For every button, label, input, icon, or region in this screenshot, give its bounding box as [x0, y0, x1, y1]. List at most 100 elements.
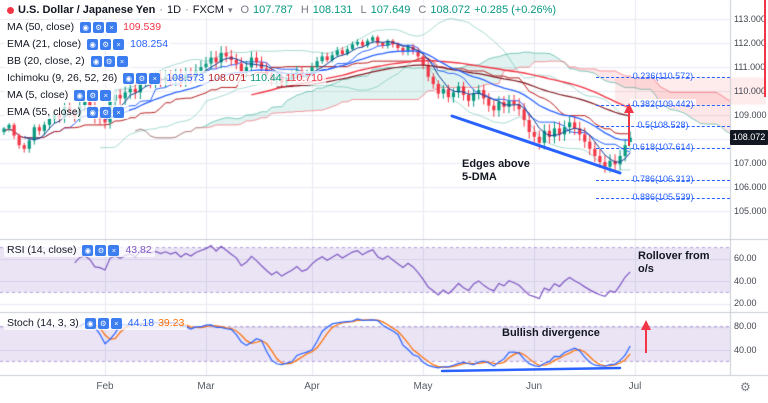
settings-icon[interactable]: ⚙ [87, 89, 99, 101]
eye-icon[interactable]: ◉ [84, 317, 96, 329]
indicator-row-stoch[interactable]: Stoch (14, 3, 3) ◉ ⚙ × 44.18 39.23 [4, 316, 188, 330]
market-status-dot [7, 6, 14, 14]
month-label: Feb [96, 381, 114, 392]
indicator-label: EMA (55, close) [7, 106, 82, 118]
month-label: Mar [197, 381, 215, 392]
settings-icon[interactable]: ⚙ [93, 21, 105, 33]
indicator-value: 108.071 [208, 72, 247, 84]
indicator-actions: ◉ ⚙ × [90, 55, 128, 67]
change-value: +0.285 (+0.26%) [474, 4, 557, 16]
annotation-stoch[interactable]: Bullish divergence [502, 327, 600, 339]
stoch-tick: 40.00 [734, 345, 757, 355]
indicator-label: EMA (21, close) [7, 38, 82, 50]
eye-icon[interactable]: ◉ [74, 89, 86, 101]
close-icon[interactable]: × [106, 21, 118, 33]
indicator-row-ma5[interactable]: MA (5, close) ◉ ⚙ × [4, 88, 117, 102]
close-label: C [418, 4, 427, 16]
settings-icon[interactable]: ⚙ [103, 55, 115, 67]
indicator-label: RSI (14, close) [7, 244, 77, 256]
rsi-tick: 20.00 [734, 298, 757, 308]
fib-dashed-line [596, 180, 730, 181]
indicator-row-rsi[interactable]: RSI (14, close) ◉ ⚙ × 43.82 [4, 243, 155, 257]
close-icon[interactable]: × [149, 72, 161, 84]
low-label: L [360, 4, 367, 16]
close-icon[interactable]: × [110, 317, 122, 329]
indicator-row-bb[interactable]: BB (20, close, 2) ◉ ⚙ × [4, 54, 133, 68]
indicator-label: MA (50, close) [7, 21, 75, 33]
settings-icon[interactable]: ⚙ [100, 106, 112, 118]
month-label: May [413, 381, 433, 392]
indicator-actions: ◉ ⚙ × [82, 244, 120, 256]
fib-label: 0.382(109.442) [630, 99, 696, 109]
fib-label: 0.236(110.572) [630, 71, 696, 81]
indicator-label: Ichimoku (9, 26, 52, 26) [7, 72, 118, 84]
fib-label: 0.618(107.614) [630, 142, 696, 152]
price-tick: 110.000 [734, 86, 766, 96]
eye-icon[interactable]: ◉ [123, 72, 135, 84]
rsi-tick: 40.00 [734, 276, 757, 286]
indicator-row-ema21[interactable]: EMA (21, close) ◉ ⚙ × 108.254 [4, 37, 172, 51]
close-icon[interactable]: × [100, 89, 112, 101]
symbol-name[interactable]: U.S. Dollar / Japanese Yen [18, 4, 156, 16]
annotation-rsi[interactable]: Rollover from o/s [638, 250, 710, 276]
settings-icon[interactable]: ⚙ [95, 244, 107, 256]
indicator-actions: ◉ ⚙ × [87, 106, 125, 118]
fib-label: 0.786(106.313) [630, 174, 696, 184]
eye-icon[interactable]: ◉ [90, 55, 102, 67]
price-tick: 105.000 [734, 206, 767, 216]
eye-icon[interactable]: ◉ [80, 21, 92, 33]
indicator-value: 110.44 [250, 72, 282, 84]
indicator-row-ichimoku[interactable]: Ichimoku (9, 26, 52, 26) ◉ ⚙ × 108.573 1… [4, 71, 326, 85]
fib-dashed-line [596, 148, 730, 149]
separator-dot: · [185, 4, 189, 16]
close-icon[interactable]: × [108, 244, 120, 256]
vertical-line-drawing[interactable] [764, 0, 766, 97]
indicator-value: 110.710 [285, 72, 323, 84]
low-value: 107.649 [370, 4, 411, 16]
fib-dashed-line [596, 105, 730, 106]
indicator-row-ma50[interactable]: MA (50, close) ◉ ⚙ × 109.539 [4, 20, 165, 34]
fib-dashed-line [596, 77, 730, 78]
annotation-line: o/s [638, 263, 654, 275]
close-icon[interactable]: × [113, 38, 125, 50]
open-value: 107.787 [253, 4, 293, 16]
settings-icon[interactable]: ⚙ [136, 72, 148, 84]
annotation-line: Edges above [462, 158, 530, 170]
eye-icon[interactable]: ◉ [87, 106, 99, 118]
close-icon[interactable]: × [116, 55, 128, 67]
price-tick: 109.000 [734, 110, 767, 120]
interval-label[interactable]: 1D [167, 4, 182, 16]
stoch-tick: 80.00 [734, 321, 757, 331]
price-tick: 107.000 [734, 158, 767, 168]
month-label: Jun [525, 381, 543, 392]
indicator-value: 44.18 [127, 317, 155, 329]
separator-dot: · [159, 4, 164, 16]
indicator-label: Stoch (14, 3, 3) [7, 317, 79, 329]
close-icon[interactable]: × [113, 106, 125, 118]
fib-label: 0.886(105.539) [630, 192, 696, 202]
indicator-row-ema55[interactable]: EMA (55, close) ◉ ⚙ × [4, 105, 130, 119]
price-tick: 111.000 [734, 62, 766, 72]
month-label: Jul [628, 381, 642, 392]
settings-icon[interactable]: ⚙ [97, 317, 109, 329]
indicator-actions: ◉ ⚙ × [123, 72, 161, 84]
last-price-badge: 108.072 [730, 130, 768, 145]
indicator-actions: ◉ ⚙ × [80, 21, 118, 33]
indicator-value: 109.539 [123, 21, 162, 33]
fib-dashed-line [596, 126, 730, 127]
eye-icon[interactable]: ◉ [87, 38, 99, 50]
annotation-line: Rollover from [638, 250, 710, 262]
price-tick: 106.000 [734, 182, 767, 192]
settings-gear-icon[interactable]: ⚙ [740, 380, 751, 394]
settings-icon[interactable]: ⚙ [100, 38, 112, 50]
annotation-price[interactable]: Edges above 5-DMA [462, 158, 530, 184]
close-value: 108.072 [430, 4, 471, 16]
month-label: Apr [304, 381, 320, 392]
symbol-title-row[interactable]: U.S. Dollar / Japanese Yen · 1D · FXCM ▾… [4, 3, 560, 17]
annotation-line: 5-DMA [462, 171, 497, 183]
indicator-value: 108.254 [130, 38, 169, 50]
eye-icon[interactable]: ◉ [82, 244, 94, 256]
chevron-down-icon[interactable]: ▾ [227, 4, 233, 15]
fib-dashed-line [596, 198, 730, 199]
open-label: O [240, 4, 250, 16]
